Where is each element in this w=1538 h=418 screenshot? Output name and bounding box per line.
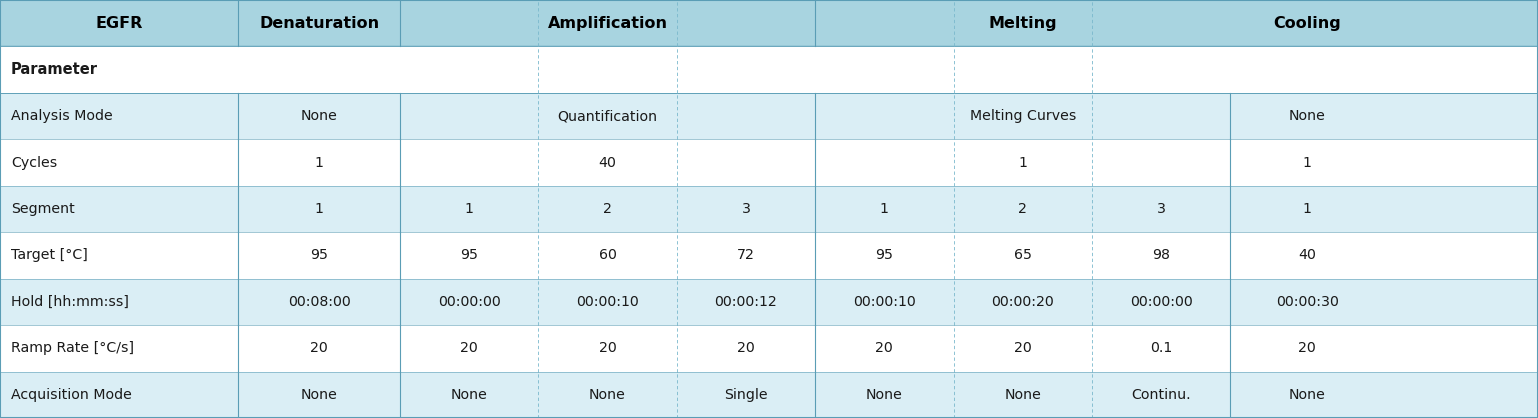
Text: 40: 40 <box>598 155 617 170</box>
Text: Ramp Rate [°C/s]: Ramp Rate [°C/s] <box>11 342 134 355</box>
Text: None: None <box>866 388 903 402</box>
Text: 60: 60 <box>598 248 617 263</box>
Text: Continu.: Continu. <box>1132 388 1190 402</box>
Text: Hold [hh:mm:ss]: Hold [hh:mm:ss] <box>11 295 129 309</box>
Text: 20: 20 <box>1298 342 1317 355</box>
Text: 2: 2 <box>1018 202 1027 216</box>
FancyBboxPatch shape <box>0 372 1538 418</box>
Text: 00:00:10: 00:00:10 <box>854 295 915 309</box>
Text: 00:00:00: 00:00:00 <box>1130 295 1192 309</box>
Text: 20: 20 <box>598 342 617 355</box>
Text: 20: 20 <box>1014 342 1032 355</box>
Text: 1: 1 <box>315 155 323 170</box>
Text: 00:00:10: 00:00:10 <box>577 295 638 309</box>
Text: 40: 40 <box>1298 248 1317 263</box>
Text: None: None <box>589 388 626 402</box>
Text: Analysis Mode: Analysis Mode <box>11 109 112 123</box>
Text: None: None <box>451 388 488 402</box>
Text: Quantification: Quantification <box>557 109 658 123</box>
Text: Target [°C]: Target [°C] <box>11 248 88 263</box>
Text: Melting: Melting <box>989 16 1057 31</box>
Text: Denaturation: Denaturation <box>258 16 380 31</box>
FancyBboxPatch shape <box>0 46 1538 93</box>
Text: None: None <box>301 388 337 402</box>
Text: 3: 3 <box>741 202 751 216</box>
Text: 72: 72 <box>737 248 755 263</box>
Text: None: None <box>1004 388 1041 402</box>
Text: 1: 1 <box>464 202 474 216</box>
Text: 0.1: 0.1 <box>1150 342 1172 355</box>
Text: 1: 1 <box>1303 155 1312 170</box>
Text: Single: Single <box>724 388 767 402</box>
Text: 95: 95 <box>311 248 328 263</box>
Text: Cooling: Cooling <box>1273 16 1341 31</box>
Text: 3: 3 <box>1157 202 1166 216</box>
FancyBboxPatch shape <box>0 325 1538 372</box>
Text: EGFR: EGFR <box>95 16 143 31</box>
Text: 98: 98 <box>1152 248 1170 263</box>
Text: None: None <box>301 109 337 123</box>
Text: 20: 20 <box>460 342 478 355</box>
FancyBboxPatch shape <box>0 139 1538 186</box>
Text: 20: 20 <box>737 342 755 355</box>
Text: Parameter: Parameter <box>11 62 98 77</box>
Text: 20: 20 <box>875 342 894 355</box>
FancyBboxPatch shape <box>0 0 1538 46</box>
Text: 1: 1 <box>1018 155 1027 170</box>
Text: 95: 95 <box>875 248 894 263</box>
Text: Cycles: Cycles <box>11 155 57 170</box>
Text: 20: 20 <box>311 342 328 355</box>
Text: Segment: Segment <box>11 202 74 216</box>
Text: Melting Curves: Melting Curves <box>969 109 1077 123</box>
Text: 00:00:12: 00:00:12 <box>715 295 777 309</box>
Text: 95: 95 <box>460 248 478 263</box>
Text: 00:08:00: 00:08:00 <box>288 295 351 309</box>
Text: None: None <box>1289 109 1326 123</box>
Text: 00:00:00: 00:00:00 <box>438 295 500 309</box>
FancyBboxPatch shape <box>0 93 1538 139</box>
Text: 00:00:20: 00:00:20 <box>992 295 1054 309</box>
Text: 2: 2 <box>603 202 612 216</box>
Text: None: None <box>1289 388 1326 402</box>
FancyBboxPatch shape <box>0 279 1538 325</box>
Text: 1: 1 <box>1303 202 1312 216</box>
Text: 65: 65 <box>1014 248 1032 263</box>
Text: 1: 1 <box>315 202 323 216</box>
FancyBboxPatch shape <box>0 186 1538 232</box>
FancyBboxPatch shape <box>0 232 1538 279</box>
Text: 1: 1 <box>880 202 889 216</box>
Text: 00:00:30: 00:00:30 <box>1277 295 1338 309</box>
Text: Acquisition Mode: Acquisition Mode <box>11 388 132 402</box>
Text: Amplification: Amplification <box>548 16 667 31</box>
